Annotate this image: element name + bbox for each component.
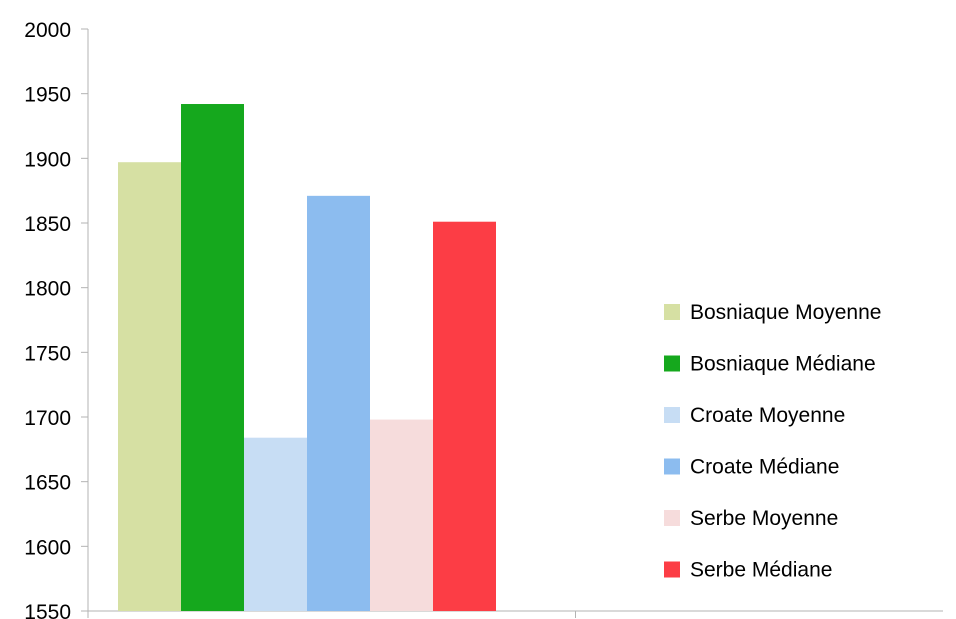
- bars: [118, 104, 496, 612]
- bar-bosniaque-moyenne: [118, 162, 181, 612]
- legend-swatch: [664, 355, 680, 372]
- legend-label: Serbe Moyenne: [690, 507, 838, 530]
- y-tick-label: 1700: [24, 407, 71, 430]
- y-tick-label: 1750: [24, 342, 71, 365]
- bar-serbe-m-diane: [433, 221, 496, 611]
- legend-label: Bosniaque Moyenne: [690, 301, 881, 324]
- legend-label: Bosniaque Médiane: [690, 353, 876, 376]
- legend-label: Croate Médiane: [690, 456, 839, 479]
- legend-swatch: [664, 510, 680, 526]
- legend-swatch: [664, 561, 680, 578]
- legend-label: Serbe Médiane: [690, 559, 832, 582]
- legend-swatch: [664, 458, 680, 475]
- y-tick-label: 2000: [24, 19, 71, 42]
- y-tick-label: 1650: [24, 472, 71, 495]
- y-tick-label: 1950: [24, 84, 71, 107]
- y-tick-label: 1900: [24, 148, 71, 171]
- legend: Bosniaque Moyenne Bosniaque Médiane Croate…: [664, 301, 881, 582]
- y-tick-label: 1600: [24, 536, 71, 559]
- y-axis: 2000 1950 1900 1850 1800 1750 1700 1650 1600 1550: [24, 19, 89, 619]
- bar-serbe-moyenne: [370, 419, 433, 611]
- y-tick-label: 1550: [24, 601, 71, 619]
- y-tick-label: 1800: [24, 278, 71, 301]
- legend-swatch: [664, 407, 680, 423]
- bar-bosniaque-m-diane: [181, 104, 244, 611]
- bar-croate-m-diane: [307, 195, 370, 611]
- legend-label: Croate Moyenne: [690, 404, 845, 427]
- y-tick-label: 1850: [24, 213, 71, 236]
- legend-swatch: [664, 304, 680, 320]
- bar-croate-moyenne: [244, 437, 307, 611]
- x-axis: [81, 610, 943, 618]
